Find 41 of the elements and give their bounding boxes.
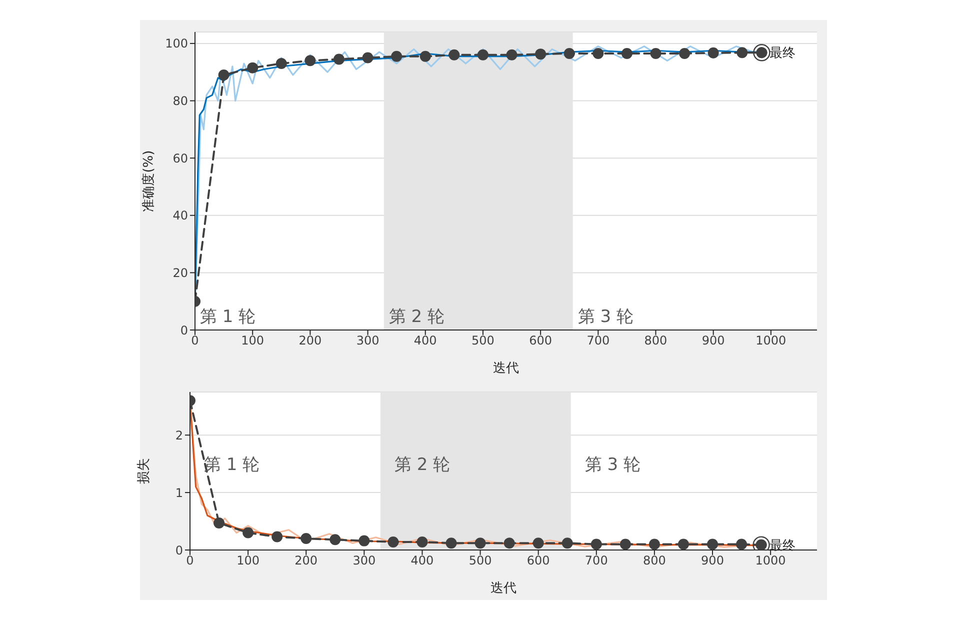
y-tick-label: 2	[175, 428, 183, 442]
band-label: 第 2 轮	[388, 307, 445, 327]
y-tick-label: 0	[180, 323, 188, 338]
annotation: 最终	[770, 46, 796, 62]
y-tick-label: 20	[172, 266, 188, 280]
y-tick-label: 100	[165, 36, 188, 51]
x-tick-label: 800	[644, 334, 668, 348]
y-axis-title: 损失	[136, 458, 152, 484]
x-tick-label: 400	[414, 334, 437, 348]
x-tick-label: 600	[526, 554, 550, 568]
x-tick-label: 500	[468, 554, 492, 568]
x-tick-label: 300	[356, 334, 380, 348]
annotation: 第 3 轮	[578, 307, 634, 327]
y-tick-label: 0	[175, 543, 183, 558]
annotation: 第 1 轮	[200, 307, 256, 327]
x-tick-label: 900	[702, 334, 725, 348]
y-tick-label: 60	[172, 151, 188, 166]
x-tick-label: 400	[410, 554, 434, 568]
y-axis-title: 准确度(%)	[140, 150, 157, 212]
x-tick-label: 1000	[755, 554, 786, 568]
band-label: 第 2 轮	[394, 455, 450, 475]
x-tick-label: 500	[472, 334, 494, 348]
x-tick-label: 0	[191, 334, 199, 348]
x-axis-title: 迭代	[493, 361, 519, 376]
y-tick-label: 1	[175, 486, 183, 500]
y-tick-label: 80	[172, 94, 188, 108]
x-axis-title: 迭代	[490, 581, 516, 596]
x-tick-label: 300	[352, 554, 376, 568]
x-tick-label: 600	[529, 334, 552, 348]
x-tick-label: 700	[584, 554, 608, 568]
x-tick-label: 900	[701, 554, 724, 568]
x-tick-label: 1000	[756, 334, 786, 348]
x-tick-label: 100	[241, 334, 264, 348]
x-tick-label: 200	[294, 554, 318, 568]
x-tick-label: 100	[236, 554, 260, 568]
x-tick-label: 200	[298, 334, 322, 348]
annotation: 第 3 轮	[584, 455, 640, 475]
x-tick-label: 800	[642, 554, 666, 568]
annotation: 第 1 轮	[204, 455, 260, 475]
y-tick-label: 40	[172, 208, 188, 223]
x-tick-label: 700	[586, 334, 610, 348]
